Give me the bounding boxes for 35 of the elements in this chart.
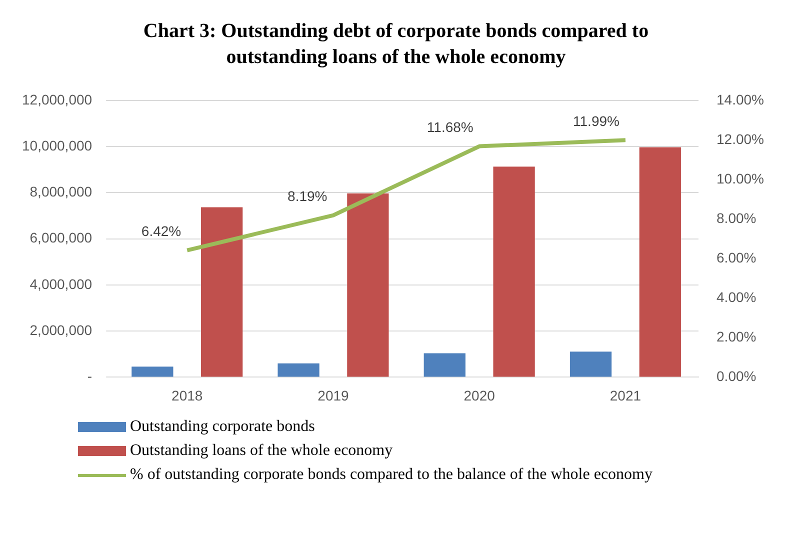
y-tick-label: 2,000,000: [30, 322, 92, 338]
bar: [132, 366, 174, 377]
data-label: 8.19%: [288, 188, 328, 204]
data-label: 6.42%: [141, 223, 182, 240]
y-tick-label: 8,000,000: [30, 184, 92, 200]
bar: [639, 147, 681, 377]
y2-tick-label: 14.00%: [716, 91, 764, 108]
bar: [570, 352, 612, 377]
bar: [278, 363, 320, 377]
y2-tick-label: 2.00%: [716, 328, 756, 345]
y2-tick-label: 10.00%: [716, 170, 764, 186]
y2-tick-label: 4.00%: [716, 288, 756, 305]
bar: [493, 166, 535, 377]
y-tick-label: 6,000,000: [30, 230, 92, 246]
x-tick-label: 2019: [318, 387, 350, 404]
y-tick-label: 12,000,000: [22, 91, 92, 108]
y2-tick-label: 12.00%: [716, 130, 764, 147]
x-tick-label: 2020: [464, 387, 496, 404]
y2-tick-label: 8.00%: [716, 210, 756, 226]
x-tick-label: 2018: [172, 387, 203, 404]
legend-label: Outstanding loans of the whole economy: [130, 442, 393, 460]
bar: [424, 353, 466, 377]
bar: [347, 193, 389, 377]
y-tick-label: -: [87, 368, 92, 384]
data-label: 11.99%: [573, 113, 620, 129]
y2-tick-label: 0.00%: [716, 368, 756, 384]
legend-label: Outstanding corporate bonds: [130, 418, 315, 436]
y-tick-label: 4,000,000: [30, 276, 92, 292]
data-label: 11.68%: [426, 119, 474, 136]
legend-label: % of outstanding corporate bonds compared to the balance of the whole economy: [130, 466, 652, 484]
chart-title: Chart 3: Outstanding debt of corporate bonds compared to outstanding loans of the whole economy: [142, 19, 650, 70]
y-tick-label: 10,000,000: [22, 137, 92, 154]
y2-tick-label: 6.00%: [716, 249, 756, 266]
bar: [201, 207, 243, 377]
x-tick-label: 2021: [610, 387, 642, 404]
